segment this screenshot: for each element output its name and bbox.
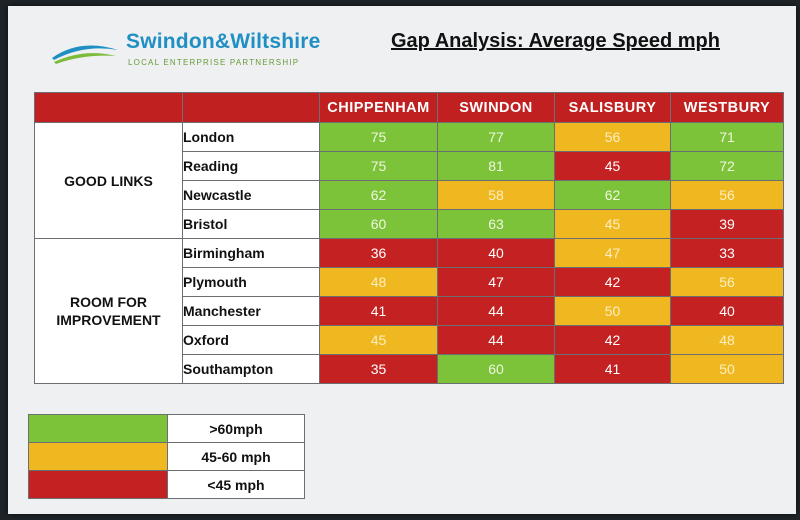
table-row: GOOD LINKS London 75 77 56 71 [34,122,784,239]
speed-cell: 47 [437,267,555,297]
group-label-line: GOOD LINKS [64,172,153,189]
legend-swatch [28,442,168,471]
table-body: GOOD LINKS London 75 77 56 71 Reading 75 81 45 72 N… [34,122,784,384]
table-row: Oxford 45 44 42 48 [35,325,784,355]
swoosh-logo-icon [52,45,118,64]
presentation-slide: Swindon&Wiltshire LOCAL ENTERPRISE PARTN… [8,6,796,514]
group-label: GOOD LINKS [34,122,183,239]
speed-cell: 56 [670,180,784,210]
speed-legend: >60mph 45-60 mph <45 mph [28,414,305,499]
speed-cell: 56 [670,267,784,297]
legend-label: 45-60 mph [167,442,305,471]
speed-cell: 75 [319,151,438,181]
speed-cell: 44 [437,325,555,355]
speed-cell: 56 [554,122,671,152]
table-row: Plymouth 48 47 42 56 [35,267,784,297]
speed-cell: 60 [437,354,555,384]
table-row: Reading 75 81 45 72 [35,151,784,181]
header-blank-destination [182,92,320,123]
speed-cell: 62 [319,180,438,210]
lep-logo: Swindon&Wiltshire LOCAL ENTERPRISE PARTN… [48,24,348,74]
speed-cell: 33 [670,238,784,268]
legend-swatch [28,414,168,443]
speed-cell: 39 [670,209,784,239]
destination-cell: Plymouth [182,267,320,297]
header-blank-group [34,92,183,123]
speed-cell: 50 [670,354,784,384]
destination-cell: Bristol [182,209,320,239]
speed-cell: 47 [554,238,671,268]
speed-cell: 48 [670,325,784,355]
slide-title: Gap Analysis: Average Speed mph [391,30,720,52]
speed-cell: 63 [437,209,555,239]
group-label: ROOM FOR IMPROVEMENT [34,238,183,384]
speed-cell: 44 [437,296,555,326]
logo-name: Swindon&Wiltshire [126,30,321,53]
speed-cell: 81 [437,151,555,181]
speed-cell: 35 [319,354,438,384]
speed-cell: 75 [319,122,438,152]
table-row: Southampton 35 60 41 50 [35,354,784,384]
legend-swatch [28,470,168,499]
column-header-chippenham: CHIPPENHAM [319,92,438,123]
logo-subtitle: LOCAL ENTERPRISE PARTNERSHIP [128,58,300,67]
gap-analysis-table: CHIPPENHAM SWINDON SALISBURY WESTBURY GO… [34,92,784,384]
speed-cell: 41 [554,354,671,384]
destination-cell: Manchester [182,296,320,326]
speed-cell: 60 [319,209,438,239]
speed-cell: 48 [319,267,438,297]
speed-cell: 42 [554,267,671,297]
legend-label: >60mph [167,414,305,443]
destination-cell: London [182,122,320,152]
legend-row: >60mph [28,414,305,443]
group-label-line: ROOM FOR [70,294,147,310]
legend-label: <45 mph [167,470,305,499]
table-row: Manchester 41 44 50 40 [35,296,784,326]
speed-cell: 40 [437,238,555,268]
speed-cell: 36 [319,238,438,268]
destination-cell: Newcastle [182,180,320,210]
table-row: Newcastle 62 58 62 56 [35,180,784,210]
speed-cell: 62 [554,180,671,210]
table-row: ROOM FOR IMPROVEMENT Birmingham 36 40 47 33 [34,238,784,384]
group-label-line: IMPROVEMENT [56,312,161,328]
speed-cell: 58 [437,180,555,210]
column-header-swindon: SWINDON [437,92,555,123]
destination-cell: Birmingham [182,238,320,268]
speed-cell: 50 [554,296,671,326]
speed-cell: 77 [437,122,555,152]
speed-cell: 45 [319,325,438,355]
speed-cell: 42 [554,325,671,355]
speed-cell: 71 [670,122,784,152]
destination-cell: Oxford [182,325,320,355]
speed-cell: 72 [670,151,784,181]
legend-row: 45-60 mph [28,442,305,471]
speed-cell: 41 [319,296,438,326]
speed-cell: 40 [670,296,784,326]
column-header-westbury: WESTBURY [670,92,784,123]
table-row: Bristol 60 63 45 39 [35,209,784,239]
speed-cell: 45 [554,151,671,181]
column-header-salisbury: SALISBURY [554,92,671,123]
destination-cell: Reading [182,151,320,181]
destination-cell: Southampton [182,354,320,384]
speed-cell: 45 [554,209,671,239]
table-header-row: CHIPPENHAM SWINDON SALISBURY WESTBURY [34,92,784,123]
legend-row: <45 mph [28,470,305,499]
